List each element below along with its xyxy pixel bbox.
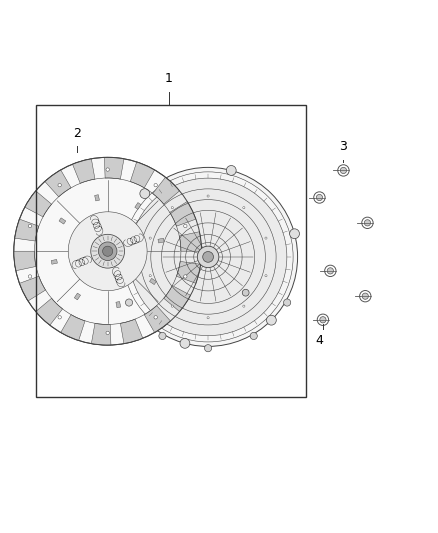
Circle shape <box>207 195 209 197</box>
Circle shape <box>106 331 110 335</box>
Wedge shape <box>164 286 191 312</box>
Wedge shape <box>25 191 52 217</box>
Wedge shape <box>104 157 124 179</box>
Circle shape <box>207 317 209 319</box>
Circle shape <box>265 237 267 239</box>
Circle shape <box>226 166 236 175</box>
Text: 1: 1 <box>165 72 173 85</box>
Wedge shape <box>14 251 36 271</box>
Circle shape <box>265 274 267 277</box>
Circle shape <box>129 178 287 336</box>
Text: 2: 2 <box>73 127 81 140</box>
Circle shape <box>171 207 173 209</box>
Circle shape <box>266 315 276 325</box>
Wedge shape <box>61 314 85 341</box>
Wedge shape <box>15 219 39 241</box>
Circle shape <box>171 305 173 307</box>
Circle shape <box>99 242 117 261</box>
Circle shape <box>340 167 346 174</box>
Circle shape <box>28 224 32 228</box>
Wedge shape <box>120 319 143 344</box>
Circle shape <box>28 275 32 278</box>
Text: 4: 4 <box>315 334 323 347</box>
Wedge shape <box>153 177 180 204</box>
Wedge shape <box>92 324 111 345</box>
Circle shape <box>119 167 297 346</box>
Circle shape <box>106 168 110 171</box>
Circle shape <box>290 229 300 239</box>
Wedge shape <box>73 159 95 183</box>
Wedge shape <box>19 276 46 301</box>
Circle shape <box>316 195 322 200</box>
Circle shape <box>283 299 291 306</box>
Bar <box>74 293 81 300</box>
Bar <box>116 302 121 308</box>
Wedge shape <box>177 261 201 284</box>
Circle shape <box>243 207 245 209</box>
Wedge shape <box>179 232 201 251</box>
Circle shape <box>184 275 187 278</box>
Bar <box>95 195 99 201</box>
Circle shape <box>159 333 166 340</box>
Circle shape <box>68 212 147 290</box>
Circle shape <box>203 252 213 262</box>
Circle shape <box>184 224 187 228</box>
Bar <box>59 218 66 224</box>
Circle shape <box>243 305 245 307</box>
Circle shape <box>102 246 113 256</box>
Circle shape <box>58 316 61 319</box>
Wedge shape <box>36 298 63 325</box>
Wedge shape <box>45 170 71 197</box>
Bar <box>51 260 57 264</box>
Bar <box>158 238 164 243</box>
Circle shape <box>242 289 249 296</box>
Text: 3: 3 <box>339 140 347 153</box>
Bar <box>35 105 306 398</box>
Circle shape <box>149 274 151 277</box>
Circle shape <box>125 299 133 306</box>
Circle shape <box>154 183 157 187</box>
Circle shape <box>149 237 151 239</box>
Circle shape <box>58 183 61 187</box>
Circle shape <box>14 157 201 345</box>
Circle shape <box>91 235 124 268</box>
Wedge shape <box>170 201 196 226</box>
Circle shape <box>140 189 150 198</box>
Circle shape <box>250 333 257 340</box>
Circle shape <box>320 317 326 323</box>
Circle shape <box>154 316 157 319</box>
Circle shape <box>364 220 371 226</box>
Bar <box>149 278 156 285</box>
Circle shape <box>362 293 368 300</box>
Circle shape <box>327 268 333 274</box>
Circle shape <box>198 246 219 268</box>
Wedge shape <box>144 305 170 333</box>
Circle shape <box>180 338 190 348</box>
Circle shape <box>117 275 127 285</box>
Bar <box>135 203 141 209</box>
Wedge shape <box>130 162 155 188</box>
Circle shape <box>205 345 212 352</box>
